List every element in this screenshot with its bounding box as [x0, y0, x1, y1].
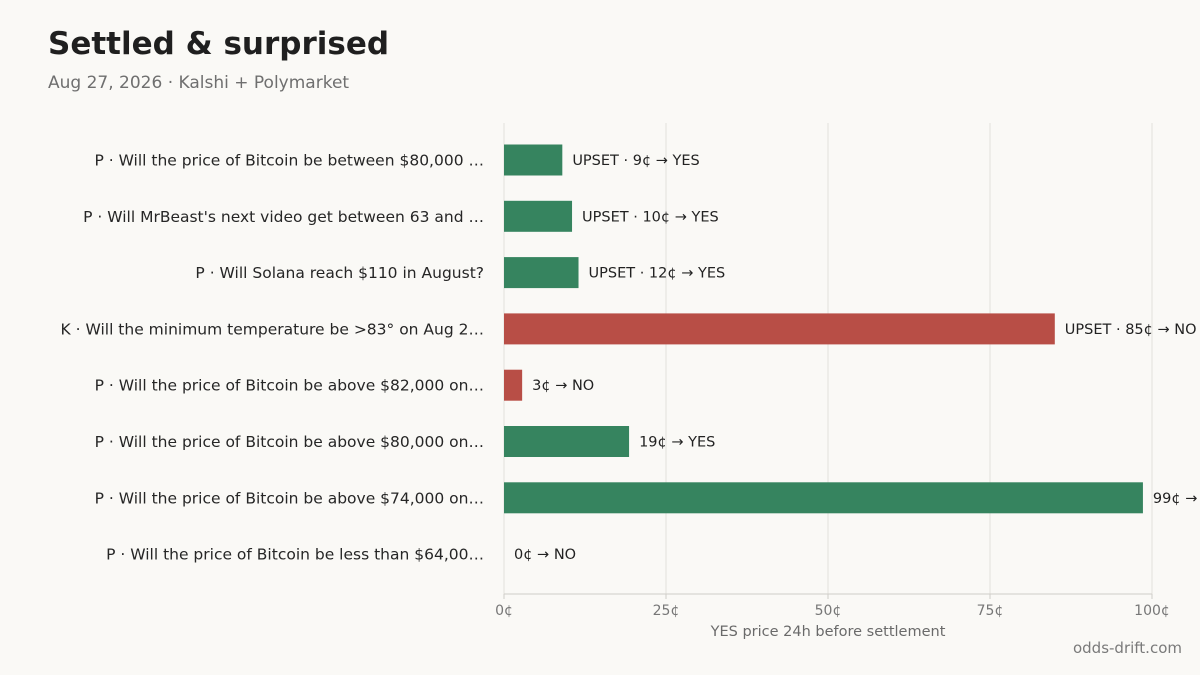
bar — [504, 257, 579, 289]
bar-value-label: UPSET · 12¢ → YES — [589, 266, 726, 282]
bar — [504, 200, 573, 232]
x-tick-label: 100¢ — [1134, 603, 1170, 619]
x-tick-label: 50¢ — [815, 603, 842, 619]
source-credit: odds-drift.com — [1072, 639, 1182, 657]
bar-value-label: 0¢ → NO — [514, 547, 576, 563]
category-label: P · Will the price of Bitcoin be above $… — [95, 433, 484, 451]
category-label: P · Will Solana reach $110 in August? — [195, 264, 484, 282]
x-tick-label: 25¢ — [653, 603, 680, 619]
chart-subtitle: Aug 27, 2026 · Kalshi + Polymarket — [48, 73, 350, 93]
bar-value-label: UPSET · 9¢ → YES — [572, 153, 699, 169]
category-label: P · Will MrBeast's next video get betwee… — [83, 208, 484, 226]
bar — [504, 313, 1055, 345]
bar — [504, 482, 1143, 514]
x-tick-label: 75¢ — [977, 603, 1004, 619]
x-axis-title: YES price 24h before settlement — [710, 624, 946, 640]
bar-value-label: 19¢ → YES — [639, 435, 715, 451]
bar-value-label: 99¢ → YES — [1153, 491, 1200, 507]
chart-title: Settled & surprised — [48, 26, 390, 62]
category-label: K · Will the minimum temperature be >83°… — [61, 320, 484, 338]
bar-value-label: UPSET · 85¢ → NO — [1065, 322, 1197, 338]
bar-value-label: 3¢ → NO — [532, 378, 594, 394]
category-label: P · Will the price of Bitcoin be above $… — [95, 489, 484, 507]
bar-value-label: UPSET · 10¢ → YES — [582, 209, 719, 225]
category-label: P · Will the price of Bitcoin be between… — [94, 152, 484, 170]
x-axis: 0¢ 25¢ 50¢ 75¢ 100¢ — [495, 593, 1170, 619]
x-tick-label: 0¢ — [495, 603, 513, 619]
category-label: P · Will the price of Bitcoin be above $… — [95, 377, 484, 395]
gridlines — [503, 123, 1153, 594]
category-label: P · Will the price of Bitcoin be less th… — [106, 546, 484, 564]
bars — [504, 144, 1143, 514]
labels: P · Will the price of Bitcoin be between… — [61, 152, 1200, 564]
bar — [504, 144, 563, 176]
bar — [504, 426, 630, 457]
bar — [504, 369, 523, 401]
